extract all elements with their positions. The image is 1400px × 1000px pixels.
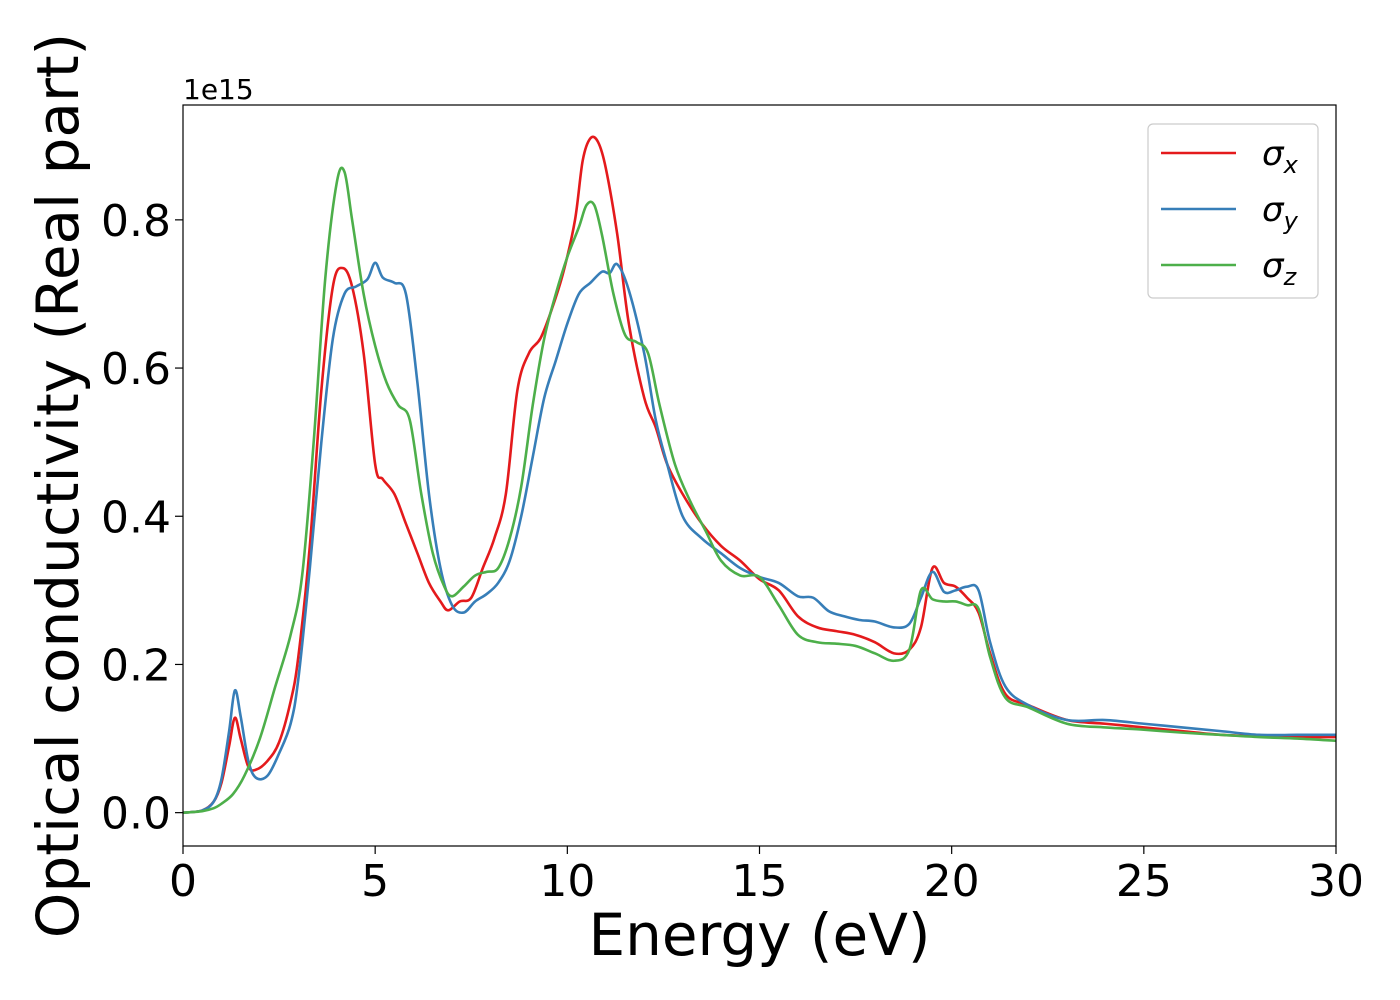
legend-box	[1147, 123, 1319, 299]
x-tick-label: 30	[1308, 856, 1364, 907]
series-layer	[182, 135, 1337, 814]
y-axis-label: Optical conductivity (Real part)	[24, 33, 92, 938]
legend-label-y: σy	[1262, 190, 1299, 235]
x-tick-label: 5	[361, 856, 389, 907]
x-ticks: 0 5 10 15 20 25 30	[169, 846, 1364, 907]
x-axis-label: Energy (eV)	[588, 901, 930, 969]
x-tick-label: 10	[539, 856, 595, 907]
legend-label-z: σz	[1262, 246, 1298, 291]
series-line-y	[182, 261, 1337, 814]
y-tick-label: 0.2	[101, 640, 171, 691]
series-line-z	[182, 166, 1337, 814]
x-tick-label: 25	[1116, 856, 1172, 907]
x-tick-label: 20	[924, 856, 980, 907]
series-line-x	[182, 135, 1337, 814]
y-tick-label: 0.6	[101, 344, 171, 395]
legend-label-x: σx	[1262, 134, 1299, 179]
y-ticks: 0.0 0.2 0.4 0.6 0.8	[101, 196, 183, 840]
y-tick-label: 0.4	[101, 492, 171, 543]
y-tick-label: 0.8	[101, 196, 171, 247]
x-tick-label: 0	[169, 856, 197, 907]
y-tick-label: 0.0	[101, 789, 171, 840]
y-offset-text: 1e15	[183, 73, 254, 106]
x-tick-label: 15	[732, 856, 788, 907]
legend: σx σy σz	[1147, 123, 1319, 299]
